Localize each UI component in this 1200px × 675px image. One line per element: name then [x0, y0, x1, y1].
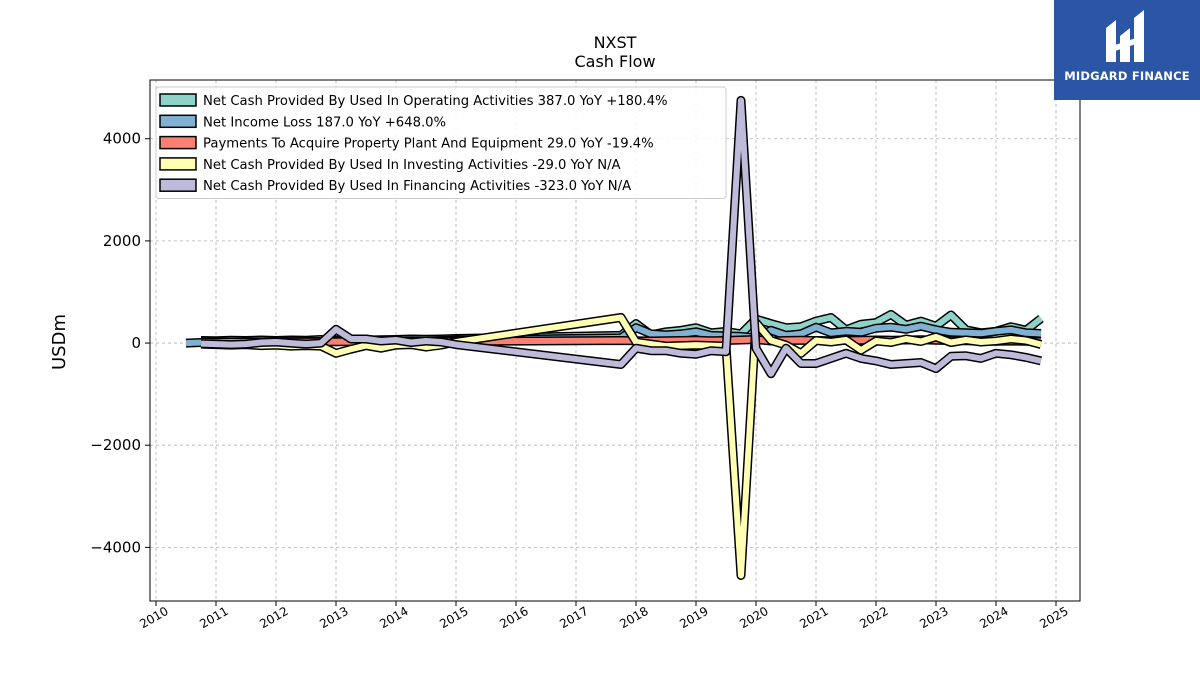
legend-label: Payments To Acquire Property Plant And E…: [203, 137, 654, 152]
series-outline: [200, 313, 1043, 580]
x-tick-label: 2012: [257, 604, 290, 631]
x-tick-label: 2015: [437, 604, 470, 631]
x-tick-label: 2010: [137, 604, 170, 631]
legend: Net Cash Provided By Used In Operating A…: [155, 86, 727, 199]
y-tick-label: 2000: [103, 232, 141, 250]
legend-swatch: [159, 114, 197, 129]
x-axis: 2010 2011 2012 2013 2014 2015 2016 2017 2018 2019…: [137, 601, 1071, 631]
chart-title: NXST: [594, 33, 637, 52]
legend-swatch: [159, 135, 197, 150]
series-lines: [185, 95, 1044, 580]
x-tick-label: 2016: [497, 604, 530, 631]
x-tick-label: 2018: [617, 604, 650, 631]
y-tick-label: 4000: [103, 130, 141, 148]
legend-swatch: [159, 157, 197, 171]
y-tick-label: −2000: [90, 436, 141, 454]
series-4: [200, 313, 1043, 580]
x-tick-label: 2019: [677, 604, 710, 631]
midgard-finance-logo: MIDGARD FINANCE: [1054, 0, 1200, 100]
axes-frame: [149, 79, 1081, 602]
x-tick-label: 2014: [377, 604, 410, 631]
chart-subtitle: Cash Flow: [574, 52, 655, 71]
x-tick-label: 2021: [797, 604, 830, 631]
series-line: [200, 314, 1042, 579]
legend-label: Net Income Loss 187.0 YoY +648.0%: [203, 115, 446, 130]
legend-swatch: [159, 93, 197, 107]
y-axis: −4000 −2000 0 2000 4000: [90, 130, 150, 556]
legend-box: [155, 86, 727, 199]
legend-label: Net Cash Provided By Used In Investing A…: [203, 158, 621, 173]
legend-swatch: [159, 178, 197, 192]
legend-label: Net Cash Provided By Used In Financing A…: [203, 179, 631, 194]
y-axis-label: USDm: [49, 314, 70, 370]
x-tick-label: 2023: [917, 604, 950, 631]
x-tick-label: 2024: [977, 604, 1010, 631]
series-5: [200, 95, 1043, 379]
x-tick-label: 2020: [737, 604, 770, 631]
x-tick-label: 2022: [857, 604, 890, 631]
x-tick-label: 2013: [317, 604, 350, 631]
logo-text: MIDGARD FINANCE: [1064, 69, 1190, 83]
x-tick-label: 2011: [197, 604, 230, 631]
y-tick-label: −4000: [90, 538, 141, 556]
y-tick-label: 0: [131, 334, 141, 352]
series-line: [200, 97, 1042, 377]
x-tick-label: 2017: [557, 604, 590, 631]
x-tick-label: 2025: [1037, 604, 1070, 631]
midgard-logo-icon: [1106, 10, 1144, 62]
legend-label: Net Cash Provided By Used In Operating A…: [203, 94, 668, 109]
